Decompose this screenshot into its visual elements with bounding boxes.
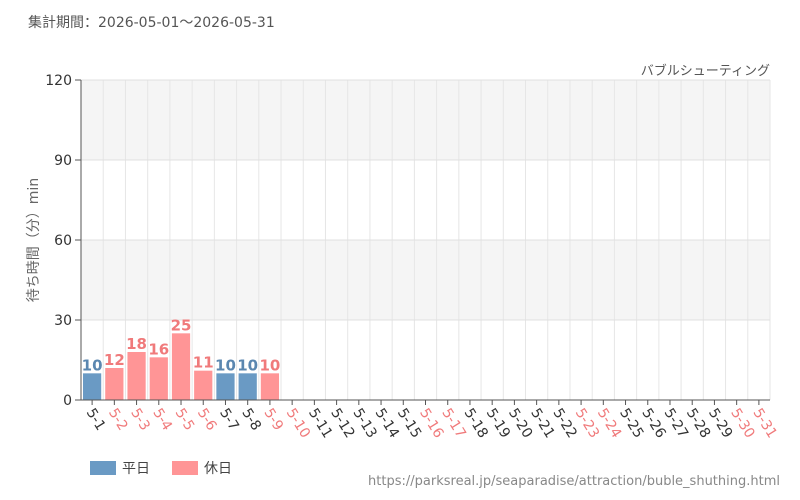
x-tick-label-5-3: 5-3 [127,406,153,434]
y-tick-label: 60 [54,233,72,249]
x-tick-label-5-2: 5-2 [105,406,131,434]
legend-holiday-swatch [172,461,198,475]
bar-5-6 [194,370,213,400]
y-axis-label: 待ち時間（分）min [26,178,42,302]
y-tick-label: 90 [54,153,72,169]
legend: 平日 休日 [90,458,232,478]
source-url: https://parksreal.jp/seaparadise/attract… [368,474,780,489]
legend-weekday-label: 平日 [122,461,150,477]
x-tick-label-5-7: 5-7 [216,406,242,434]
grid-band [81,240,770,320]
grid-layer [80,79,771,401]
legend-weekday: 平日 [90,458,150,478]
bar-5-8 [238,373,257,400]
grid-band [81,80,770,160]
x-tick-label-5-1: 5-1 [83,406,109,434]
bar-5-5 [171,333,191,400]
data-label-5-2: 12 [104,351,125,369]
data-label-5-5: 25 [171,316,192,334]
y-tick-label: 0 [63,393,72,409]
data-label-5-7: 10 [215,356,236,374]
data-label-5-9: 10 [259,356,280,374]
bar-5-1 [83,373,102,400]
x-tick-label-5-5: 5-5 [172,406,198,434]
data-label-5-4: 16 [148,340,169,358]
x-tick-label-5-31: 5-31 [749,406,779,441]
chart-title: バブルシューティング [640,64,770,79]
data-label-5-8: 10 [237,356,258,374]
bar-5-4 [149,357,168,400]
y-tick-label: 30 [54,313,72,329]
y-tick-label: 120 [45,73,72,89]
data-label-5-6: 11 [193,354,214,372]
bar-5-3 [127,352,146,400]
x-tick-label-5-9: 5-9 [261,406,287,434]
x-tick-label-5-8: 5-8 [238,406,264,434]
bar-5-7 [216,373,235,400]
legend-holiday-label: 休日 [204,461,232,477]
x-tick-label-5-4: 5-4 [149,406,175,434]
x-tick-label-5-6: 5-6 [194,406,220,434]
bar-5-2 [105,368,124,400]
period-label: 集計期間：2026-05-01～2026-05-31 [28,15,275,31]
data-label-5-1: 10 [82,356,103,374]
legend-holiday: 休日 [172,458,232,478]
data-label-5-3: 18 [126,335,147,353]
legend-weekday-swatch [90,461,116,475]
bar-5-9 [260,373,280,400]
